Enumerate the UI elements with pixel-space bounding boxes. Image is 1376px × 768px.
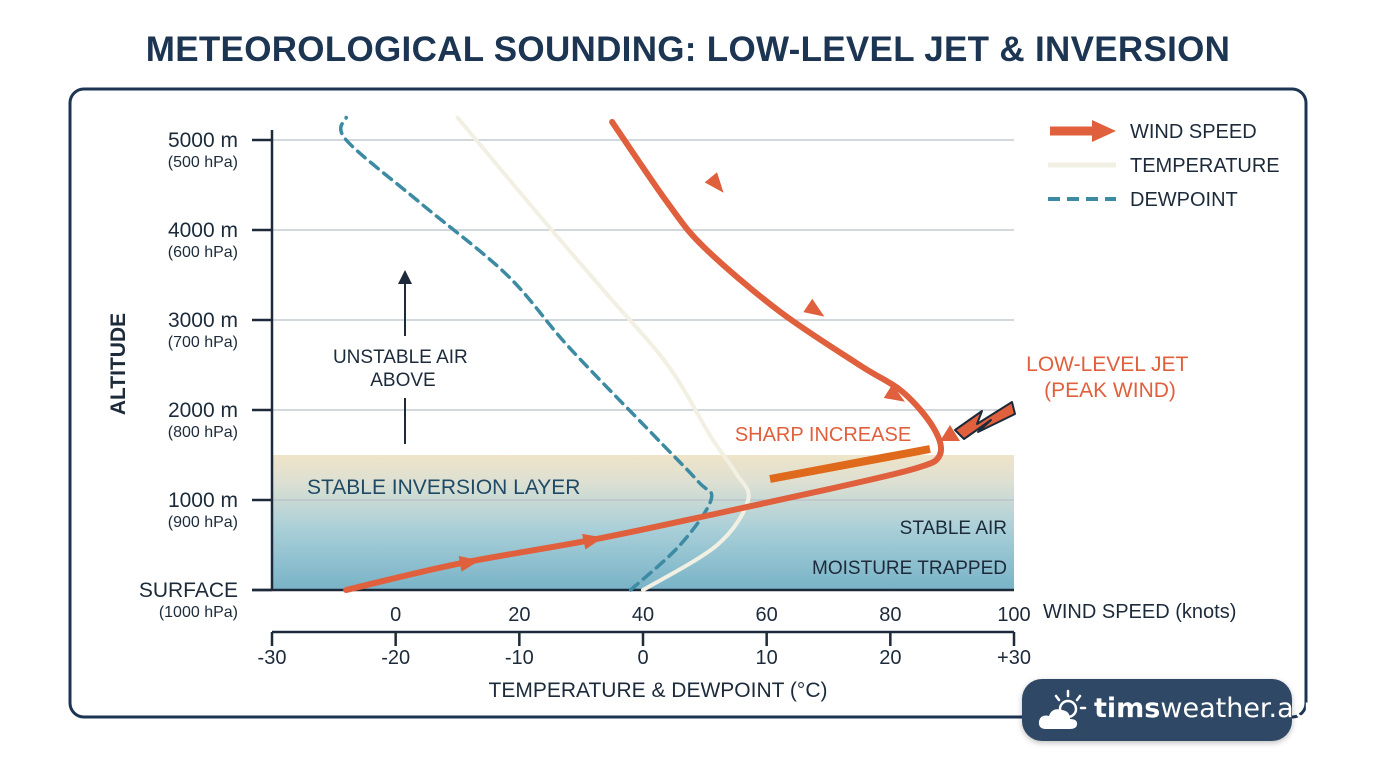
wind-tick-label: 100 [997, 604, 1030, 626]
inversion-layer-label: STABLE INVERSION LAYER [307, 476, 580, 499]
wind-direction-arrows [458, 172, 960, 572]
page-title: METEOROLOGICAL SOUNDING: LOW-LEVEL JET &… [145, 30, 1231, 69]
brand-name-light: weather.au [1160, 693, 1311, 724]
sharp-increase-bar [769, 445, 931, 483]
y-tick-sublabel: (900 hPa) [168, 514, 238, 531]
legend-label: WIND SPEED [1130, 121, 1257, 143]
wind-tick-label: 0 [390, 604, 401, 626]
y-axis: 5000 m (500 hPa) 4000 m (600 hPa) 3000 m (700… [139, 129, 1014, 621]
wind-tick-label: 20 [508, 604, 530, 626]
grid-lines [272, 139, 1014, 501]
y-tick-label: 5000 m [168, 129, 238, 152]
wind-axis-title: WIND SPEED (knots) [1043, 601, 1236, 623]
y-axis-title: ALTITUDE [107, 313, 130, 415]
jet-pointer-arrow [954, 401, 1016, 440]
wind-arrow-head [704, 172, 724, 193]
legend-wind-arrow-head [1092, 120, 1116, 142]
unstable-air-line-1: UNSTABLE AIR [333, 347, 468, 368]
y-tick-sublabel: (800 hPa) [168, 424, 238, 441]
y-tick-label: 2000 m [168, 399, 238, 422]
wind-arrow-head [803, 298, 825, 317]
unstable-air-label: UNSTABLE AIR ABOVE [333, 347, 473, 391]
sharp-increase-annotation: SHARP INCREASE [735, 424, 931, 483]
low-level-jet-label: LOW-LEVEL JET (PEAK WIND) [1026, 353, 1194, 402]
low-level-jet-annotation: LOW-LEVEL JET (PEAK WIND) [954, 353, 1194, 440]
unstable-arrow-head [398, 270, 412, 284]
y-tick-sublabel: (1000 hPa) [159, 604, 238, 621]
unstable-air-line-2: ABOVE [370, 370, 435, 391]
legend: WIND SPEED TEMPERATURE DEWPOINT [1048, 120, 1280, 211]
x-axes: 0 20 40 60 80 100 WIND SPEED (knots) -30 -20 -10 0… [258, 601, 1237, 702]
temp-tick-label: 10 [756, 647, 778, 669]
temp-tick-label: -20 [381, 647, 410, 669]
wind-tick-label: 60 [756, 604, 778, 626]
y-tick-label: 1000 m [168, 489, 238, 512]
temp-tick-label: -30 [258, 647, 287, 669]
legend-label: DEWPOINT [1130, 189, 1238, 211]
wind-tick-label: 40 [632, 604, 654, 626]
y-tick-sublabel: (500 hPa) [168, 154, 238, 171]
brand-name-bold: tims [1094, 693, 1161, 724]
sun-cloud-icon [1038, 689, 1087, 729]
moisture-trapped-label: MOISTURE TRAPPED [812, 558, 1007, 579]
unstable-air-annotation: UNSTABLE AIR ABOVE [333, 270, 473, 444]
temp-tick-label: +30 [997, 647, 1031, 669]
temp-axis-title: TEMPERATURE & DEWPOINT (°C) [489, 679, 828, 702]
wind-arrow-head [582, 533, 604, 550]
y-tick-sublabel: (700 hPa) [168, 334, 238, 351]
temperature-line [455, 115, 751, 592]
temp-tick-label: 20 [879, 647, 901, 669]
y-tick-label: 4000 m [168, 219, 238, 242]
stable-air-label: STABLE AIR [900, 518, 1007, 539]
y-tick-label: 3000 m [168, 309, 238, 332]
temp-tick-label: -10 [505, 647, 534, 669]
wind-arrow-head [458, 555, 480, 572]
jet-label-line-2: (PEAK WIND) [1044, 379, 1176, 402]
jet-peak-arrow-head [940, 425, 960, 441]
wind-arrow-head [883, 384, 905, 402]
jet-label-line-1: LOW-LEVEL JET [1026, 353, 1188, 376]
y-tick-sublabel: (600 hPa) [168, 244, 238, 261]
legend-label: TEMPERATURE [1130, 155, 1280, 177]
brand-name: timsweather.au [1094, 693, 1311, 724]
wind-tick-label: 80 [879, 604, 901, 626]
brand-badge: timsweather.au [1022, 679, 1311, 741]
chart-frame [68, 87, 1308, 719]
temp-tick-label: 0 [637, 647, 648, 669]
y-tick-label: SURFACE [139, 579, 238, 602]
sharp-increase-label: SHARP INCREASE [735, 424, 911, 446]
